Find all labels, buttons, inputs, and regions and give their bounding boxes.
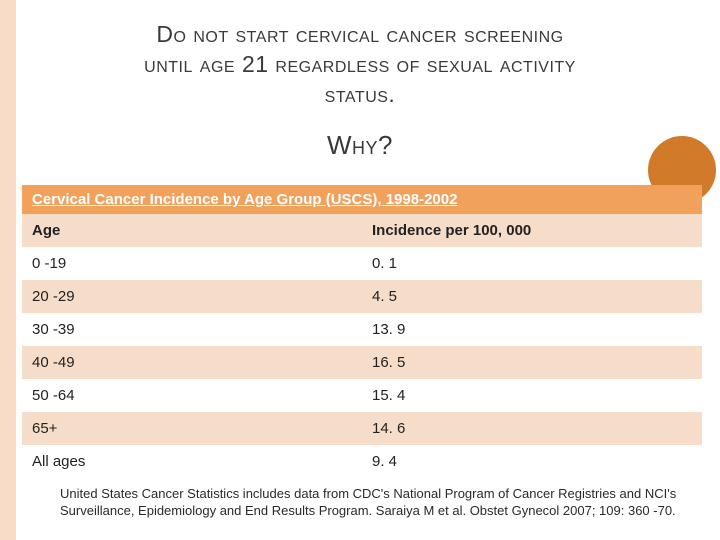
side-accent xyxy=(0,0,16,540)
table-header-row: Age Incidence per 100, 000 xyxy=(22,214,702,247)
title-line-3: status. xyxy=(325,81,396,107)
table-row: 0 -19 0. 1 xyxy=(22,247,702,280)
cell-incidence: 13. 9 xyxy=(362,313,702,346)
title-line-1: Do not start cervical cancer screening xyxy=(156,21,563,47)
footnote: United States Cancer Statistics includes… xyxy=(60,486,680,520)
cell-incidence: 0. 1 xyxy=(362,247,702,280)
cell-age: 50 -64 xyxy=(22,379,362,412)
cell-age: 40 -49 xyxy=(22,346,362,379)
title-line-2: until age 21 regardless of sexual activi… xyxy=(144,51,576,77)
cell-age: 30 -39 xyxy=(22,313,362,346)
table-title-row: Cervical Cancer Incidence by Age Group (… xyxy=(22,185,702,214)
col-header-age: Age xyxy=(22,214,362,247)
incidence-table-wrap: Cervical Cancer Incidence by Age Group (… xyxy=(22,185,702,478)
table-row: 20 -29 4. 5 xyxy=(22,280,702,313)
cell-age: 65+ xyxy=(22,412,362,445)
table-row: All ages 9. 4 xyxy=(22,445,702,478)
table-row: 40 -49 16. 5 xyxy=(22,346,702,379)
cell-incidence: 15. 4 xyxy=(362,379,702,412)
cell-incidence: 16. 5 xyxy=(362,346,702,379)
table-title: Cervical Cancer Incidence by Age Group (… xyxy=(22,185,702,214)
table-row: 30 -39 13. 9 xyxy=(22,313,702,346)
cell-incidence: 4. 5 xyxy=(362,280,702,313)
why-heading: Why? xyxy=(0,130,720,161)
cell-incidence: 14. 6 xyxy=(362,412,702,445)
table-row: 65+ 14. 6 xyxy=(22,412,702,445)
incidence-table: Cervical Cancer Incidence by Age Group (… xyxy=(22,185,702,478)
cell-age: 20 -29 xyxy=(22,280,362,313)
table-row: 50 -64 15. 4 xyxy=(22,379,702,412)
col-header-incidence: Incidence per 100, 000 xyxy=(362,214,702,247)
cell-age: 0 -19 xyxy=(22,247,362,280)
slide-title: Do not start cervical cancer screening u… xyxy=(40,20,680,110)
cell-age: All ages xyxy=(22,445,362,478)
cell-incidence: 9. 4 xyxy=(362,445,702,478)
